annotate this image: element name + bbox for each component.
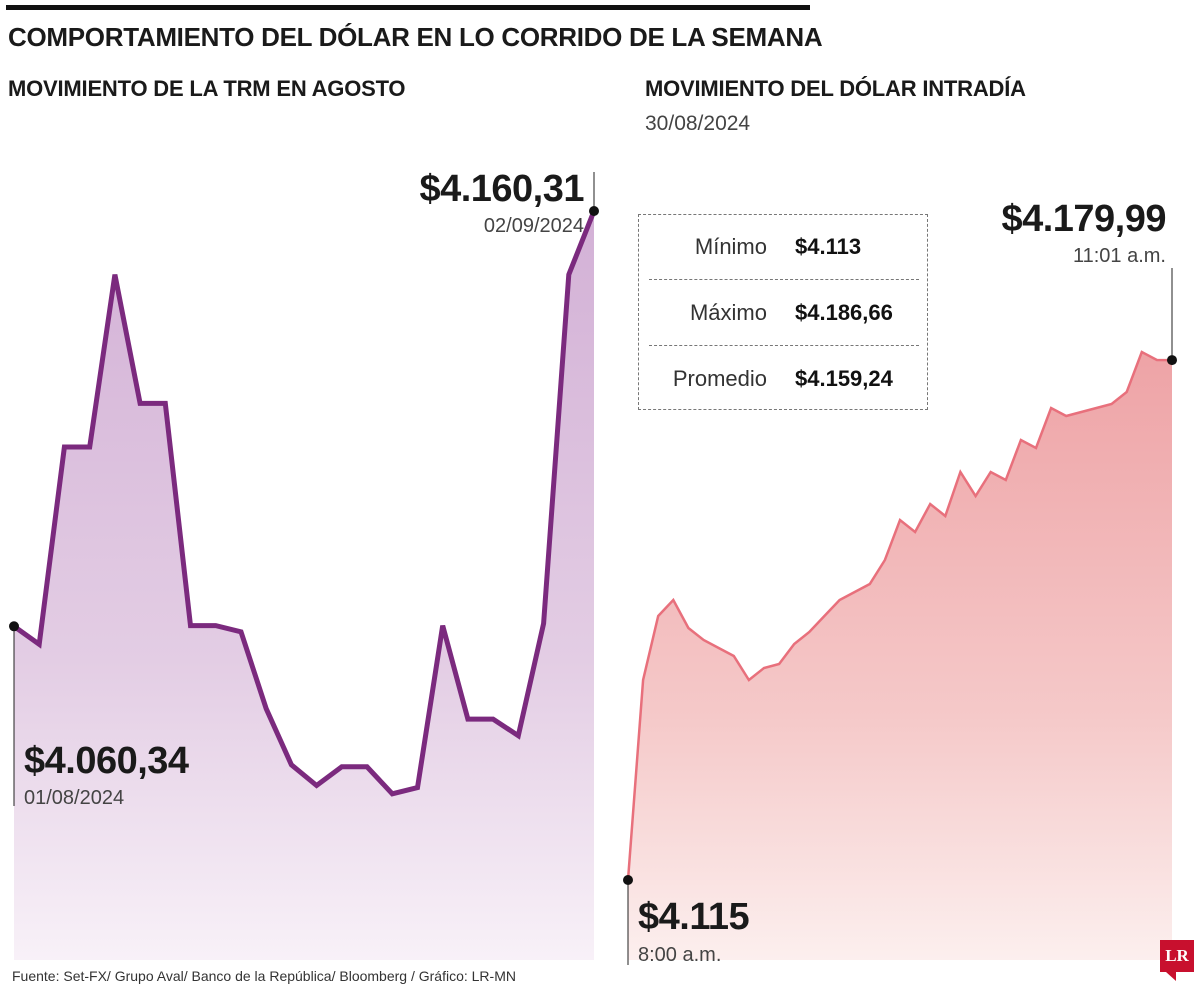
intraday-start-time: 8:00 a.m. <box>638 944 722 966</box>
intraday-start-value: $4.115 <box>638 896 750 938</box>
trm-start-dot <box>9 621 19 632</box>
intraday-end-value: $4.179,99 <box>1001 198 1166 240</box>
trm-start-value: $4.060,34 <box>24 740 189 782</box>
trm-area-fill <box>14 211 594 960</box>
trm-end-value: $4.160,31 <box>419 168 584 210</box>
intraday-end-time: 11:01 a.m. <box>1072 245 1166 267</box>
stat-row-max: Máximo $4.186,66 <box>649 281 919 346</box>
source-note: Fuente: Set-FX/ Grupo Aval/ Banco de la … <box>12 968 516 984</box>
stat-row-min: Mínimo $4.113 <box>649 215 919 280</box>
intraday-area-fill <box>628 352 1172 960</box>
trm-end-dot <box>589 206 599 217</box>
stat-label-avg: Promedio <box>672 366 767 391</box>
lr-logo: LR <box>1160 940 1194 972</box>
intraday-end-dot <box>1167 355 1177 366</box>
trm-end-date: 02/09/2024 <box>483 215 584 237</box>
top-rule <box>6 5 810 10</box>
intraday-chart <box>623 268 1177 965</box>
trm-start-date: 01/08/2024 <box>24 787 125 809</box>
stat-label-max: Máximo <box>689 300 767 325</box>
stat-value-avg: $4.159,24 <box>795 366 893 391</box>
trm-chart <box>9 172 599 960</box>
intraday-date: 30/08/2024 <box>645 112 751 135</box>
intraday-chart-title: MOVIMIENTO DEL DÓLAR INTRADÍA <box>645 76 1026 101</box>
stat-value-max: $4.186,66 <box>795 300 893 325</box>
stat-label-min: Mínimo <box>694 234 767 259</box>
trm-chart-title: MOVIMIENTO DE LA TRM EN AGOSTO <box>8 76 406 101</box>
stat-row-avg: Promedio $4.159,24 <box>649 347 919 411</box>
lr-logo-tail <box>1166 972 1176 981</box>
intraday-start-dot <box>623 875 633 885</box>
stat-value-min: $4.113 <box>795 234 862 259</box>
intraday-stats-box: Mínimo $4.113 Máximo $4.186,66 Promedio … <box>638 214 928 410</box>
trm-line <box>12 210 597 797</box>
main-title: COMPORTAMIENTO DEL DÓLAR EN LO CORRIDO D… <box>8 22 823 52</box>
